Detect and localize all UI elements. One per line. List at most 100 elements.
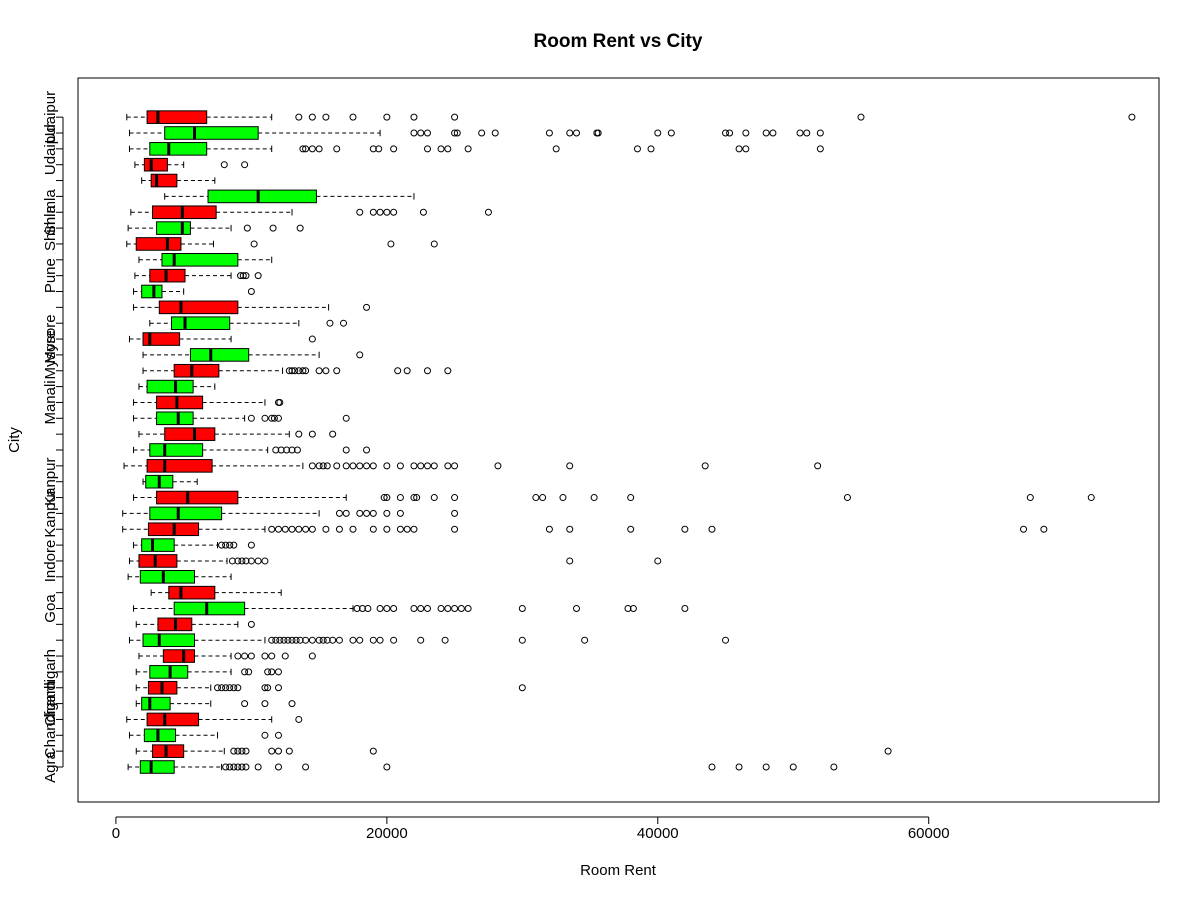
box xyxy=(150,173,178,188)
outlier-point xyxy=(369,747,377,755)
outlier-point xyxy=(241,668,249,676)
outlier-point xyxy=(238,747,246,755)
outlier-point xyxy=(288,525,296,533)
outlier-point xyxy=(1128,113,1136,121)
outlier-point xyxy=(396,494,404,502)
outlier-point xyxy=(226,763,234,771)
outlier-point xyxy=(295,430,303,438)
box xyxy=(149,443,204,457)
outlier-point xyxy=(383,509,391,517)
outlier-point xyxy=(247,652,255,660)
outlier-point xyxy=(735,145,743,153)
box xyxy=(164,126,259,140)
outlier-point xyxy=(816,129,824,137)
box-row-38 xyxy=(141,173,216,188)
y-tick-label: Chandigarh xyxy=(42,681,59,759)
outlier-point xyxy=(284,636,292,644)
outlier-point xyxy=(722,129,730,137)
y-tick-label: Agra xyxy=(42,751,59,783)
outlier-point xyxy=(451,509,459,517)
outlier-point xyxy=(237,272,245,280)
y-tick-label: Udaipur xyxy=(42,123,59,176)
y-tick-label: Chandigarh xyxy=(42,649,59,727)
outlier-point xyxy=(281,652,289,660)
outlier-point xyxy=(242,747,250,755)
box xyxy=(161,253,239,267)
outlier-point xyxy=(272,636,280,644)
outlier-point xyxy=(437,145,445,153)
outlier-point xyxy=(814,462,822,470)
outlier-point xyxy=(363,462,371,470)
outlier-point xyxy=(281,525,289,533)
outlier-point xyxy=(268,747,276,755)
box xyxy=(149,506,223,521)
box-row-39 xyxy=(134,157,249,172)
outlier-point xyxy=(270,414,278,422)
outlier-point xyxy=(218,684,226,692)
outlier-point xyxy=(295,367,303,375)
outlier-point xyxy=(322,113,330,121)
box xyxy=(146,712,200,727)
outlier-point xyxy=(573,129,581,137)
outlier-point xyxy=(226,541,234,549)
outlier-point xyxy=(214,684,222,692)
outlier-point xyxy=(545,525,553,533)
outlier-point xyxy=(633,145,641,153)
outlier-point xyxy=(356,509,364,517)
box-row-18 xyxy=(133,490,1095,505)
outlier-point xyxy=(353,605,361,612)
outlier-point xyxy=(830,763,838,771)
outlier-point xyxy=(261,652,269,660)
box-row-6 xyxy=(135,680,526,695)
box-row-25 xyxy=(138,379,216,394)
outlier-point xyxy=(364,605,372,612)
box-row-16 xyxy=(122,522,1048,537)
outlier-point xyxy=(410,113,418,121)
box xyxy=(138,554,178,568)
outlier-point xyxy=(329,430,337,438)
outlier-point xyxy=(735,763,743,771)
outlier-point xyxy=(1020,525,1028,533)
outlier-point xyxy=(701,462,709,470)
outlier-point xyxy=(322,525,330,533)
outlier-point xyxy=(444,605,452,612)
outlier-point xyxy=(218,541,226,549)
box-row-23 xyxy=(133,411,350,426)
outlier-point xyxy=(594,129,602,137)
outlier-point xyxy=(230,684,238,692)
outlier-point xyxy=(559,494,567,502)
outlier-point xyxy=(484,208,492,216)
chart-title: Room Rent vs City xyxy=(534,31,703,52)
box xyxy=(146,379,194,394)
outlier-point xyxy=(423,367,431,375)
box-row-10 xyxy=(135,617,255,632)
outlier-point xyxy=(220,161,228,169)
outlier-point xyxy=(590,494,598,502)
outlier-point xyxy=(274,668,282,676)
outlier-point xyxy=(226,684,234,692)
box-row-8 xyxy=(138,649,316,663)
outlier-point xyxy=(396,462,404,470)
outlier-point xyxy=(430,462,438,470)
box xyxy=(162,649,195,663)
outlier-point xyxy=(363,446,371,454)
outlier-point xyxy=(403,367,411,375)
outlier-point xyxy=(274,414,282,422)
outlier-point xyxy=(413,494,421,502)
outlier-point xyxy=(261,700,269,708)
outlier-point xyxy=(302,145,310,153)
box xyxy=(139,760,175,774)
outlier-point xyxy=(423,129,431,137)
outlier-point xyxy=(329,636,337,644)
outlier-point xyxy=(234,747,242,755)
outlier-point xyxy=(417,129,425,137)
box-row-17 xyxy=(122,506,459,521)
box xyxy=(142,633,195,648)
outlier-point xyxy=(410,462,418,470)
y-tick-label: Shimla xyxy=(42,189,59,236)
outlier-point xyxy=(342,509,350,517)
outlier-point xyxy=(315,462,323,470)
outlier-point xyxy=(241,652,249,660)
outlier-point xyxy=(302,525,310,533)
outlier-point xyxy=(342,462,350,470)
